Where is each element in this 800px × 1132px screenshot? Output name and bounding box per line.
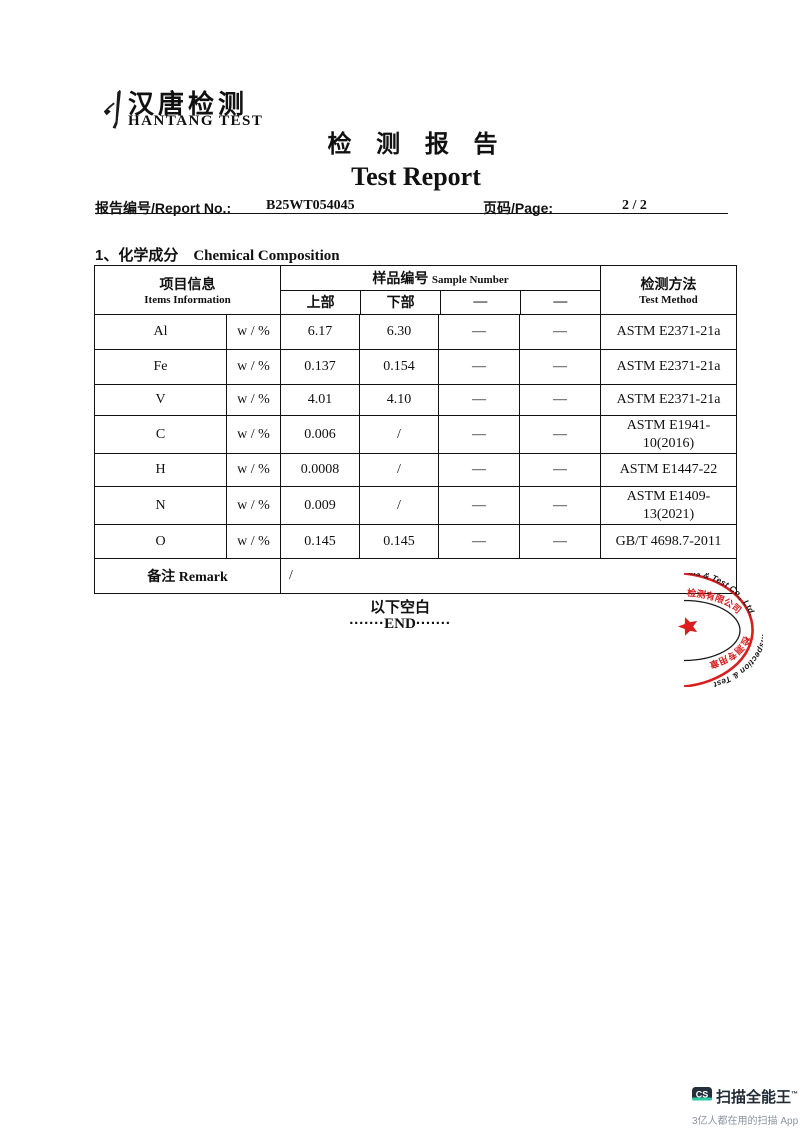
svg-text:CS: CS [696,1089,709,1099]
